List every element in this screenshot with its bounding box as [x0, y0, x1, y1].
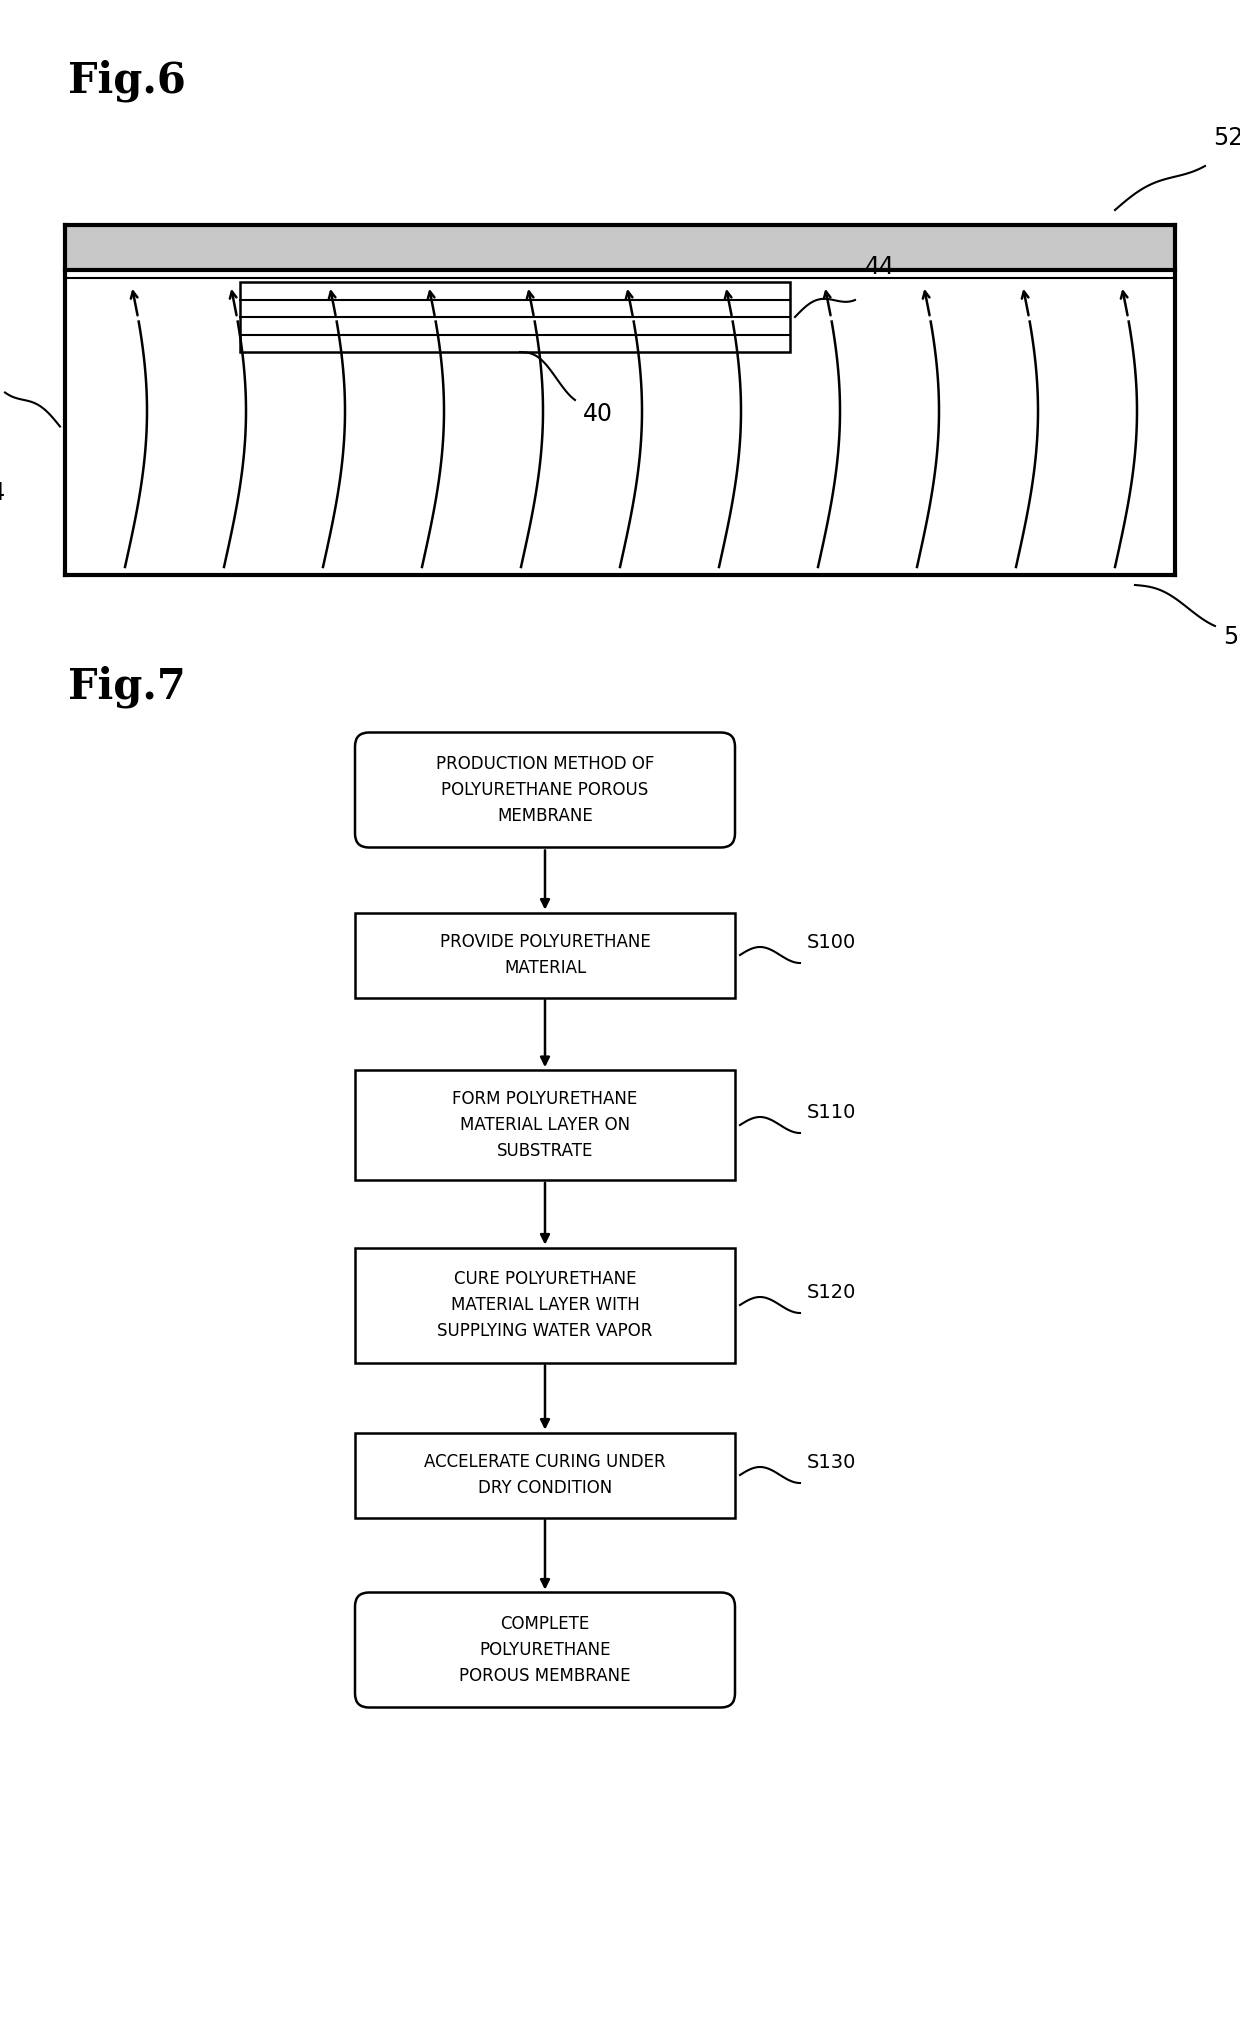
FancyBboxPatch shape — [355, 733, 735, 848]
Bar — [355, 913, 735, 998]
Text: Fig.6: Fig.6 — [68, 61, 186, 103]
Text: 40: 40 — [583, 402, 613, 426]
Bar — [64, 224, 1176, 271]
Text: S130: S130 — [807, 1454, 857, 1473]
Text: ACCELERATE CURING UNDER
DRY CONDITION: ACCELERATE CURING UNDER DRY CONDITION — [424, 1452, 666, 1497]
Text: S100: S100 — [807, 933, 857, 953]
Text: CURE POLYURETHANE
MATERIAL LAYER WITH
SUPPLYING WATER VAPOR: CURE POLYURETHANE MATERIAL LAYER WITH SU… — [438, 1271, 652, 1339]
Text: COMPLETE
POLYURETHANE
POROUS MEMBRANE: COMPLETE POLYURETHANE POROUS MEMBRANE — [459, 1616, 631, 1685]
Text: S110: S110 — [807, 1103, 857, 1123]
Text: PRODUCTION METHOD OF
POLYURETHANE POROUS
MEMBRANE: PRODUCTION METHOD OF POLYURETHANE POROUS… — [435, 755, 655, 824]
Bar — [355, 1248, 735, 1364]
Bar — [66, 279, 1174, 574]
Text: Fig.7: Fig.7 — [68, 665, 186, 707]
Text: 52: 52 — [1213, 125, 1240, 149]
Bar — [241, 283, 790, 351]
Text: FORM POLYURETHANE
MATERIAL LAYER ON
SUBSTRATE: FORM POLYURETHANE MATERIAL LAYER ON SUBS… — [453, 1091, 637, 1159]
Text: S120: S120 — [807, 1283, 857, 1303]
Text: 44: 44 — [866, 255, 895, 279]
Bar — [355, 1432, 735, 1517]
FancyBboxPatch shape — [355, 1592, 735, 1707]
Text: 56: 56 — [1223, 624, 1240, 648]
Text: 54: 54 — [0, 481, 5, 505]
Text: PROVIDE POLYURETHANE
MATERIAL: PROVIDE POLYURETHANE MATERIAL — [440, 933, 650, 978]
Bar — [355, 1071, 735, 1180]
